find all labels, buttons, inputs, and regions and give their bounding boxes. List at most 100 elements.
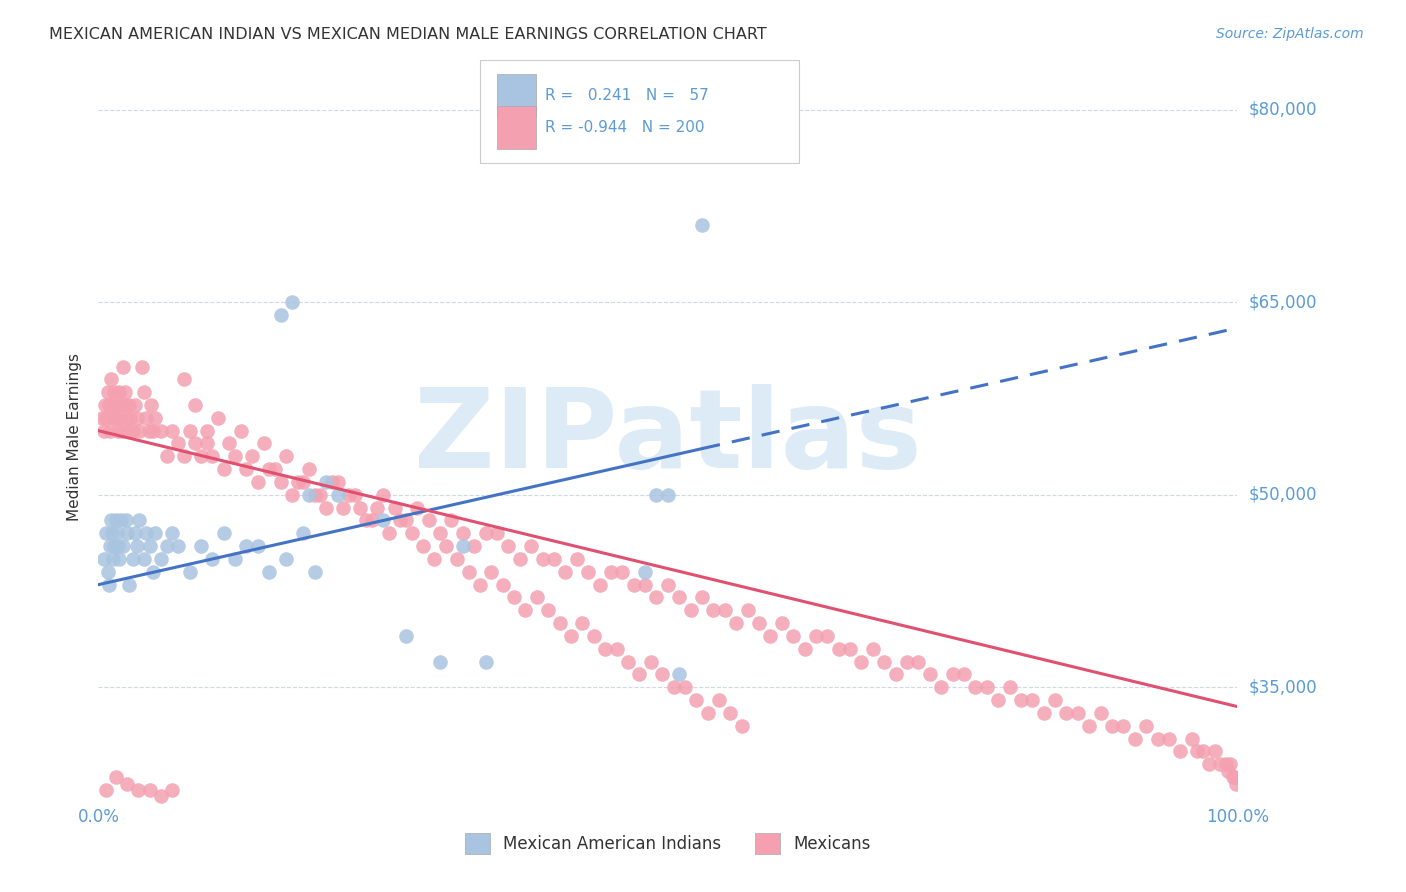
Point xyxy=(292,526,315,541)
Point xyxy=(98,424,121,438)
Point xyxy=(1181,731,1204,746)
Point xyxy=(107,424,129,438)
Point xyxy=(366,500,388,515)
Point xyxy=(97,577,120,591)
Point xyxy=(987,693,1010,707)
Y-axis label: Median Male Earnings: Median Male Earnings xyxy=(67,353,83,521)
Point xyxy=(531,552,554,566)
Point xyxy=(1225,776,1247,790)
Point xyxy=(1032,706,1054,720)
Point xyxy=(173,450,195,464)
Point xyxy=(162,424,184,438)
Point xyxy=(725,616,748,631)
Text: $50,000: $50,000 xyxy=(1249,486,1317,504)
Point xyxy=(326,475,349,489)
Point xyxy=(815,629,838,643)
Point xyxy=(212,526,235,541)
Point xyxy=(657,577,679,591)
Point xyxy=(537,603,560,617)
Point xyxy=(115,410,138,425)
Point xyxy=(124,526,146,541)
Point xyxy=(259,462,281,476)
Point xyxy=(110,398,132,412)
Point xyxy=(138,783,160,797)
Point xyxy=(634,565,657,579)
Point xyxy=(1222,770,1244,784)
Point xyxy=(111,424,134,438)
Point xyxy=(287,475,309,489)
Point xyxy=(107,539,129,553)
Text: MEXICAN AMERICAN INDIAN VS MEXICAN MEDIAN MALE EARNINGS CORRELATION CHART: MEXICAN AMERICAN INDIAN VS MEXICAN MEDIA… xyxy=(49,27,766,42)
Point xyxy=(114,385,136,400)
Point xyxy=(354,514,377,528)
Point xyxy=(315,475,337,489)
Point xyxy=(1078,719,1101,733)
Point xyxy=(246,539,269,553)
Point xyxy=(326,488,349,502)
Point xyxy=(668,591,690,605)
Point xyxy=(640,655,662,669)
Point xyxy=(315,500,337,515)
Point xyxy=(451,526,474,541)
Point xyxy=(264,462,287,476)
Point xyxy=(515,603,537,617)
Point xyxy=(759,629,782,643)
Point xyxy=(929,681,952,695)
Point xyxy=(1218,764,1240,778)
Point xyxy=(276,450,298,464)
Point xyxy=(395,629,418,643)
Text: ZIPatlas: ZIPatlas xyxy=(413,384,922,491)
Point xyxy=(259,565,281,579)
Point xyxy=(97,398,120,412)
Point xyxy=(503,591,526,605)
Point xyxy=(349,500,371,515)
Point xyxy=(337,488,360,502)
Point xyxy=(401,526,423,541)
Point xyxy=(600,565,623,579)
Point xyxy=(434,539,457,553)
Point xyxy=(105,526,128,541)
Point xyxy=(142,565,165,579)
Point xyxy=(690,219,713,233)
Point xyxy=(1219,757,1241,772)
Point xyxy=(135,410,157,425)
Point xyxy=(142,424,165,438)
Point xyxy=(246,475,269,489)
Point xyxy=(1146,731,1168,746)
Point xyxy=(828,641,851,656)
Point xyxy=(1021,693,1043,707)
Point xyxy=(98,539,121,553)
Point xyxy=(117,424,139,438)
Point xyxy=(804,629,827,643)
Point xyxy=(156,450,179,464)
Point xyxy=(96,783,118,797)
Text: Source: ZipAtlas.com: Source: ZipAtlas.com xyxy=(1216,27,1364,41)
Point xyxy=(412,539,434,553)
Point xyxy=(343,488,366,502)
Point xyxy=(593,641,616,656)
Point xyxy=(118,398,141,412)
Point xyxy=(108,385,131,400)
Point xyxy=(128,514,150,528)
Point xyxy=(651,667,673,681)
Point xyxy=(696,706,718,720)
Point xyxy=(1054,706,1078,720)
Point xyxy=(103,385,125,400)
Point xyxy=(623,577,645,591)
Point xyxy=(298,462,321,476)
Point xyxy=(384,500,406,515)
Point xyxy=(100,372,122,386)
Point xyxy=(612,565,634,579)
Point xyxy=(131,359,153,374)
Point xyxy=(270,308,292,322)
Point xyxy=(298,488,321,502)
Point xyxy=(224,552,246,566)
Point xyxy=(509,552,531,566)
Point xyxy=(167,436,190,450)
Point xyxy=(90,410,112,425)
Point xyxy=(201,552,224,566)
Point xyxy=(474,655,496,669)
Point xyxy=(127,539,149,553)
Point xyxy=(96,526,118,541)
Point xyxy=(150,789,173,804)
